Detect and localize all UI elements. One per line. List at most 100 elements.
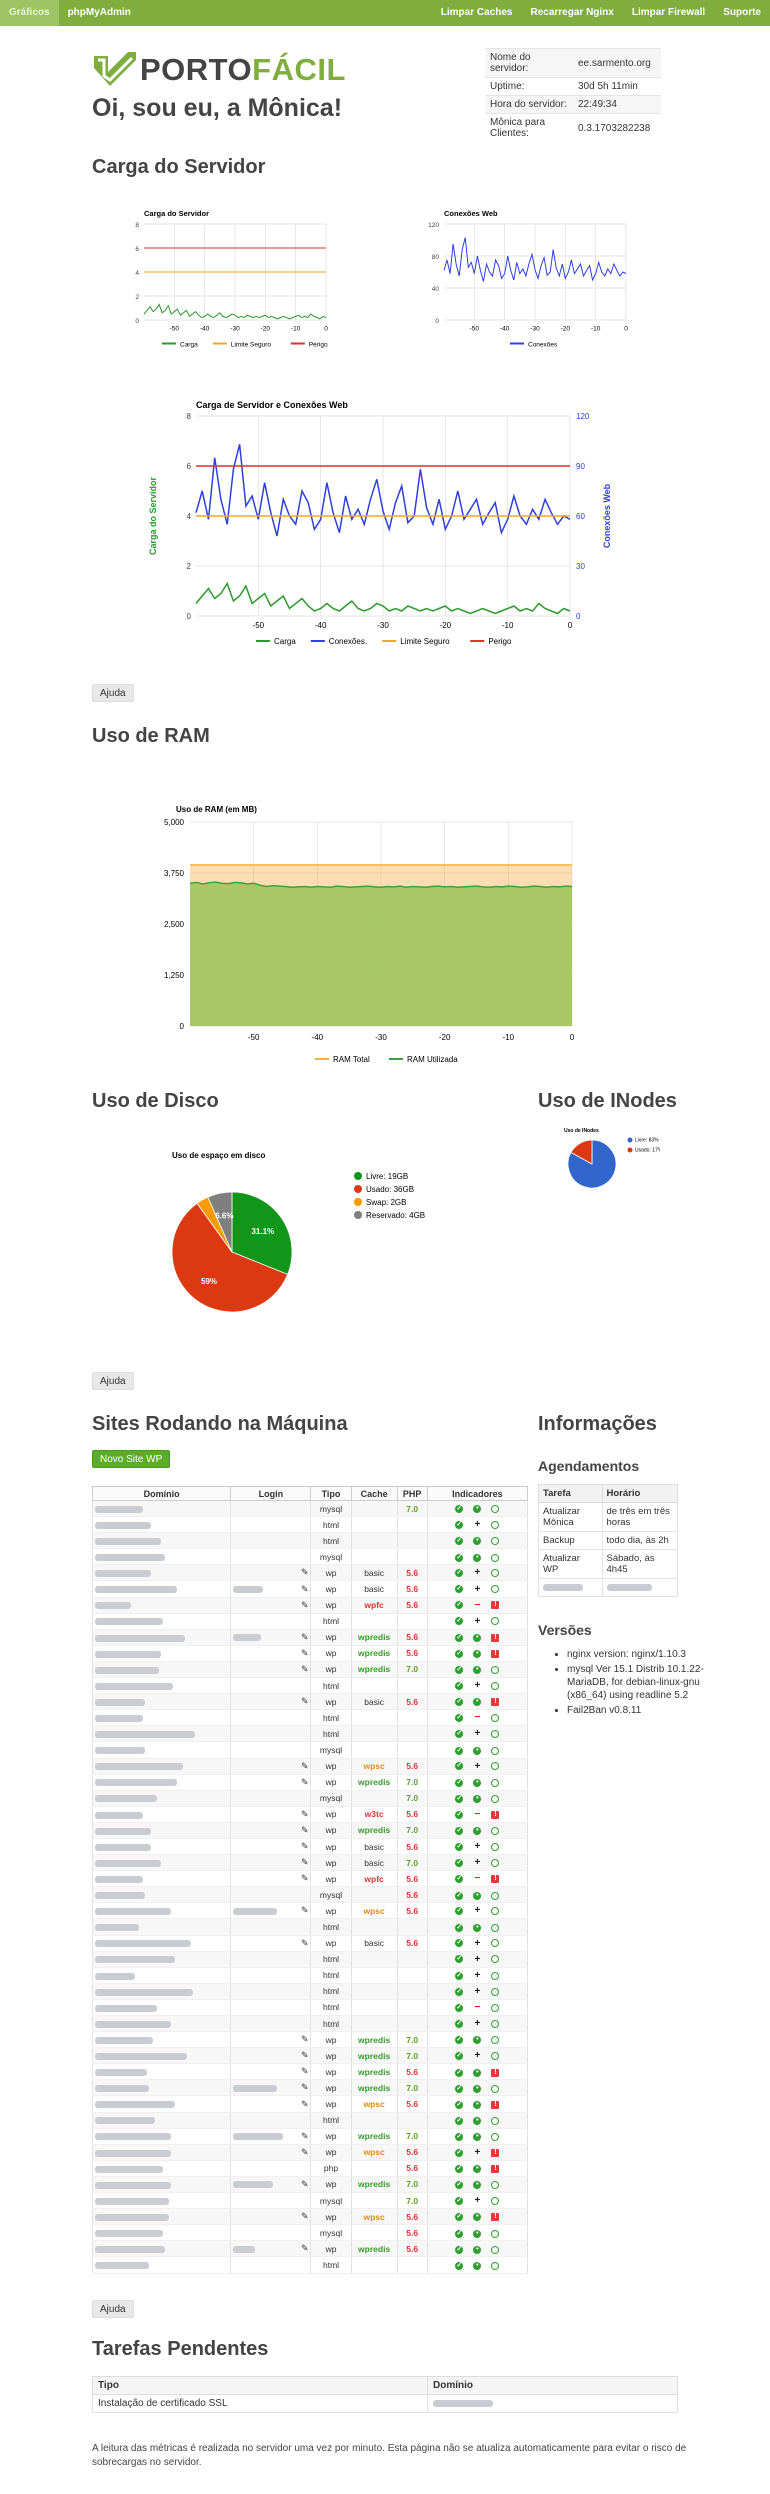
site-domain-redacted[interactable] (95, 1634, 185, 1642)
site-domain-redacted[interactable] (95, 1827, 151, 1835)
table-row[interactable]: ✎ wp wpsc 5.6 ✓ •! (91, 2208, 529, 2226)
table-row[interactable]: ✎ wp basic 5.6 ✓ + (91, 1838, 529, 1856)
edit-pencil-icon[interactable]: ✎ (300, 1824, 309, 1835)
edit-pencil-icon[interactable]: ✎ (300, 1873, 309, 1884)
nav-support[interactable]: Suporte (723, 7, 761, 18)
edit-pencil-icon[interactable]: ✎ (300, 1599, 309, 1610)
site-domain-redacted[interactable] (95, 2036, 153, 2044)
site-domain-redacted[interactable] (95, 2246, 165, 2254)
edit-pencil-icon[interactable]: ✎ (300, 1776, 309, 1787)
plus-icon[interactable]: + (474, 1680, 481, 1692)
table-row[interactable]: ✎ wp basic 5.6 ✓ + (91, 1580, 529, 1598)
table-row[interactable]: ✎ wp wpredis 7.0 ✓ • (91, 2176, 529, 2194)
edit-pencil-icon[interactable]: ✎ (300, 2130, 309, 2141)
plus-icon[interactable]: + (474, 1519, 481, 1531)
site-domain-redacted[interactable] (95, 1747, 145, 1755)
table-row[interactable]: ✎ wp basic 7.0 ✓ + (91, 1854, 529, 1872)
site-domain-redacted[interactable] (95, 1682, 173, 1690)
edit-pencil-icon[interactable]: ✎ (300, 2082, 309, 2093)
table-row[interactable]: mysql 5.6 ✓ • (91, 2224, 529, 2242)
nav-phpmyadmin[interactable]: phpMyAdmin (67, 7, 131, 18)
table-row[interactable]: ✎ wp wpredis 7.0 ✓ • (91, 2079, 529, 2097)
table-row[interactable]: ✎ wp wpsc 5.6 ✓ +! (91, 2144, 529, 2161)
minus-icon[interactable]: − (474, 1873, 481, 1885)
site-domain-redacted[interactable] (95, 1956, 175, 1964)
site-domain-redacted[interactable] (95, 1908, 171, 1916)
table-row[interactable]: ✎ wp wpredis 7.0 ✓ • (91, 2031, 529, 2049)
table-row[interactable]: php 5.6 ✓ •! (91, 2160, 529, 2177)
site-domain-redacted[interactable] (95, 2230, 163, 2238)
table-row[interactable]: ✎ wp basic 5.6 ✓ + (91, 1564, 529, 1582)
edit-pencil-icon[interactable]: ✎ (300, 1857, 309, 1868)
site-domain-redacted[interactable] (95, 1715, 143, 1723)
table-row[interactable]: html ✓ + (91, 1967, 529, 1984)
table-row[interactable]: ✎ wp basic 5.6 ✓ •! (91, 1693, 529, 1711)
site-domain-redacted[interactable] (95, 1892, 145, 1900)
site-domain-redacted[interactable] (95, 1602, 131, 1610)
edit-pencil-icon[interactable]: ✎ (300, 1760, 309, 1771)
edit-pencil-icon[interactable]: ✎ (300, 2211, 309, 2222)
site-domain-redacted[interactable] (95, 1698, 145, 1706)
edit-pencil-icon[interactable]: ✎ (300, 1647, 309, 1658)
edit-pencil-icon[interactable]: ✎ (300, 1583, 309, 1594)
site-domain-redacted[interactable] (95, 2262, 149, 2270)
edit-pencil-icon[interactable]: ✎ (300, 1631, 309, 1642)
table-row[interactable]: mysql ✓ • (91, 1548, 529, 1566)
site-domain-redacted[interactable] (95, 1618, 163, 1626)
table-row[interactable]: ✎ wp wpredis 5.6 ✓ •! (91, 1645, 529, 1662)
table-row[interactable]: html ✓ + (91, 1613, 529, 1630)
table-row[interactable]: ✎ wp wpredis 5.6 ✓ •! (91, 1629, 529, 1646)
table-row[interactable]: html ✓ + (91, 1725, 529, 1743)
plus-icon[interactable]: + (474, 1728, 481, 1740)
site-domain-redacted[interactable] (95, 1924, 139, 1932)
edit-pencil-icon[interactable]: ✎ (300, 2178, 309, 2189)
table-row[interactable]: ✎ wp wpredis 7.0 ✓ • (91, 1822, 529, 1839)
table-row[interactable]: ✎ wp wpredis 7.0 ✓ • (91, 1774, 529, 1791)
table-row[interactable]: ✎ wp wpsc 5.6 ✓ •! (91, 2095, 529, 2113)
plus-icon[interactable]: + (474, 1857, 481, 1869)
site-domain-redacted[interactable] (95, 2004, 157, 2012)
table-row[interactable]: html ✓ + (91, 1951, 529, 1968)
plus-icon[interactable]: + (474, 1937, 481, 1949)
site-domain-redacted[interactable] (95, 1521, 151, 1529)
table-row[interactable]: mysql ✓ • (91, 1741, 529, 1759)
site-domain-redacted[interactable] (95, 2101, 175, 2109)
edit-pencil-icon[interactable]: ✎ (300, 1808, 309, 1819)
edit-pencil-icon[interactable]: ✎ (300, 2098, 309, 2109)
nav-reload-nginx[interactable]: Recarregar Nginx (530, 7, 614, 18)
plus-icon[interactable]: + (474, 1905, 481, 1917)
table-row[interactable]: mysql 5.6 ✓ • (91, 1886, 529, 1904)
table-row[interactable]: html ✓ + (91, 1983, 529, 2000)
edit-pencil-icon[interactable]: ✎ (300, 2066, 309, 2077)
plus-icon[interactable]: + (474, 1953, 481, 1965)
table-row[interactable]: ✎ wp basic 5.6 ✓ + (91, 1935, 529, 1952)
site-domain-redacted[interactable] (95, 2133, 171, 2141)
table-row[interactable]: html ✓ + (91, 2015, 529, 2033)
plus-icon[interactable]: + (474, 1841, 481, 1853)
plus-icon[interactable]: + (474, 2018, 481, 2030)
site-domain-redacted[interactable] (95, 2213, 169, 2221)
site-domain-redacted[interactable] (95, 1505, 143, 1513)
plus-icon[interactable]: + (474, 1760, 481, 1772)
plus-icon[interactable]: + (474, 1583, 481, 1595)
table-row[interactable]: mysql 7.0 ✓ + (91, 2192, 529, 2210)
plus-icon[interactable]: + (474, 1985, 481, 1997)
edit-pencil-icon[interactable]: ✎ (300, 1841, 309, 1852)
site-domain-redacted[interactable] (95, 1666, 159, 1674)
edit-pencil-icon[interactable]: ✎ (300, 2243, 309, 2254)
site-domain-redacted[interactable] (95, 1972, 135, 1980)
help-button-disk[interactable]: Ajuda (92, 1372, 134, 1390)
site-domain-redacted[interactable] (95, 2117, 155, 2125)
table-row[interactable]: ✎ wp wpredis 5.6 ✓ •! (91, 2063, 529, 2081)
table-row[interactable]: html ✓ + (91, 1677, 529, 1695)
edit-pencil-icon[interactable]: ✎ (300, 1905, 309, 1916)
plus-icon[interactable]: + (474, 2146, 481, 2158)
site-domain-redacted[interactable] (95, 1843, 151, 1851)
table-row[interactable]: html ✓ • (91, 2256, 529, 2274)
site-domain-redacted[interactable] (95, 2181, 171, 2189)
table-row[interactable]: ✎ wp wpsc 5.6 ✓ + (91, 1758, 529, 1775)
site-domain-redacted[interactable] (95, 1811, 143, 1819)
site-domain-redacted[interactable] (95, 1859, 161, 1867)
minus-icon[interactable]: − (474, 1599, 481, 1611)
site-domain-redacted[interactable] (95, 2052, 187, 2060)
